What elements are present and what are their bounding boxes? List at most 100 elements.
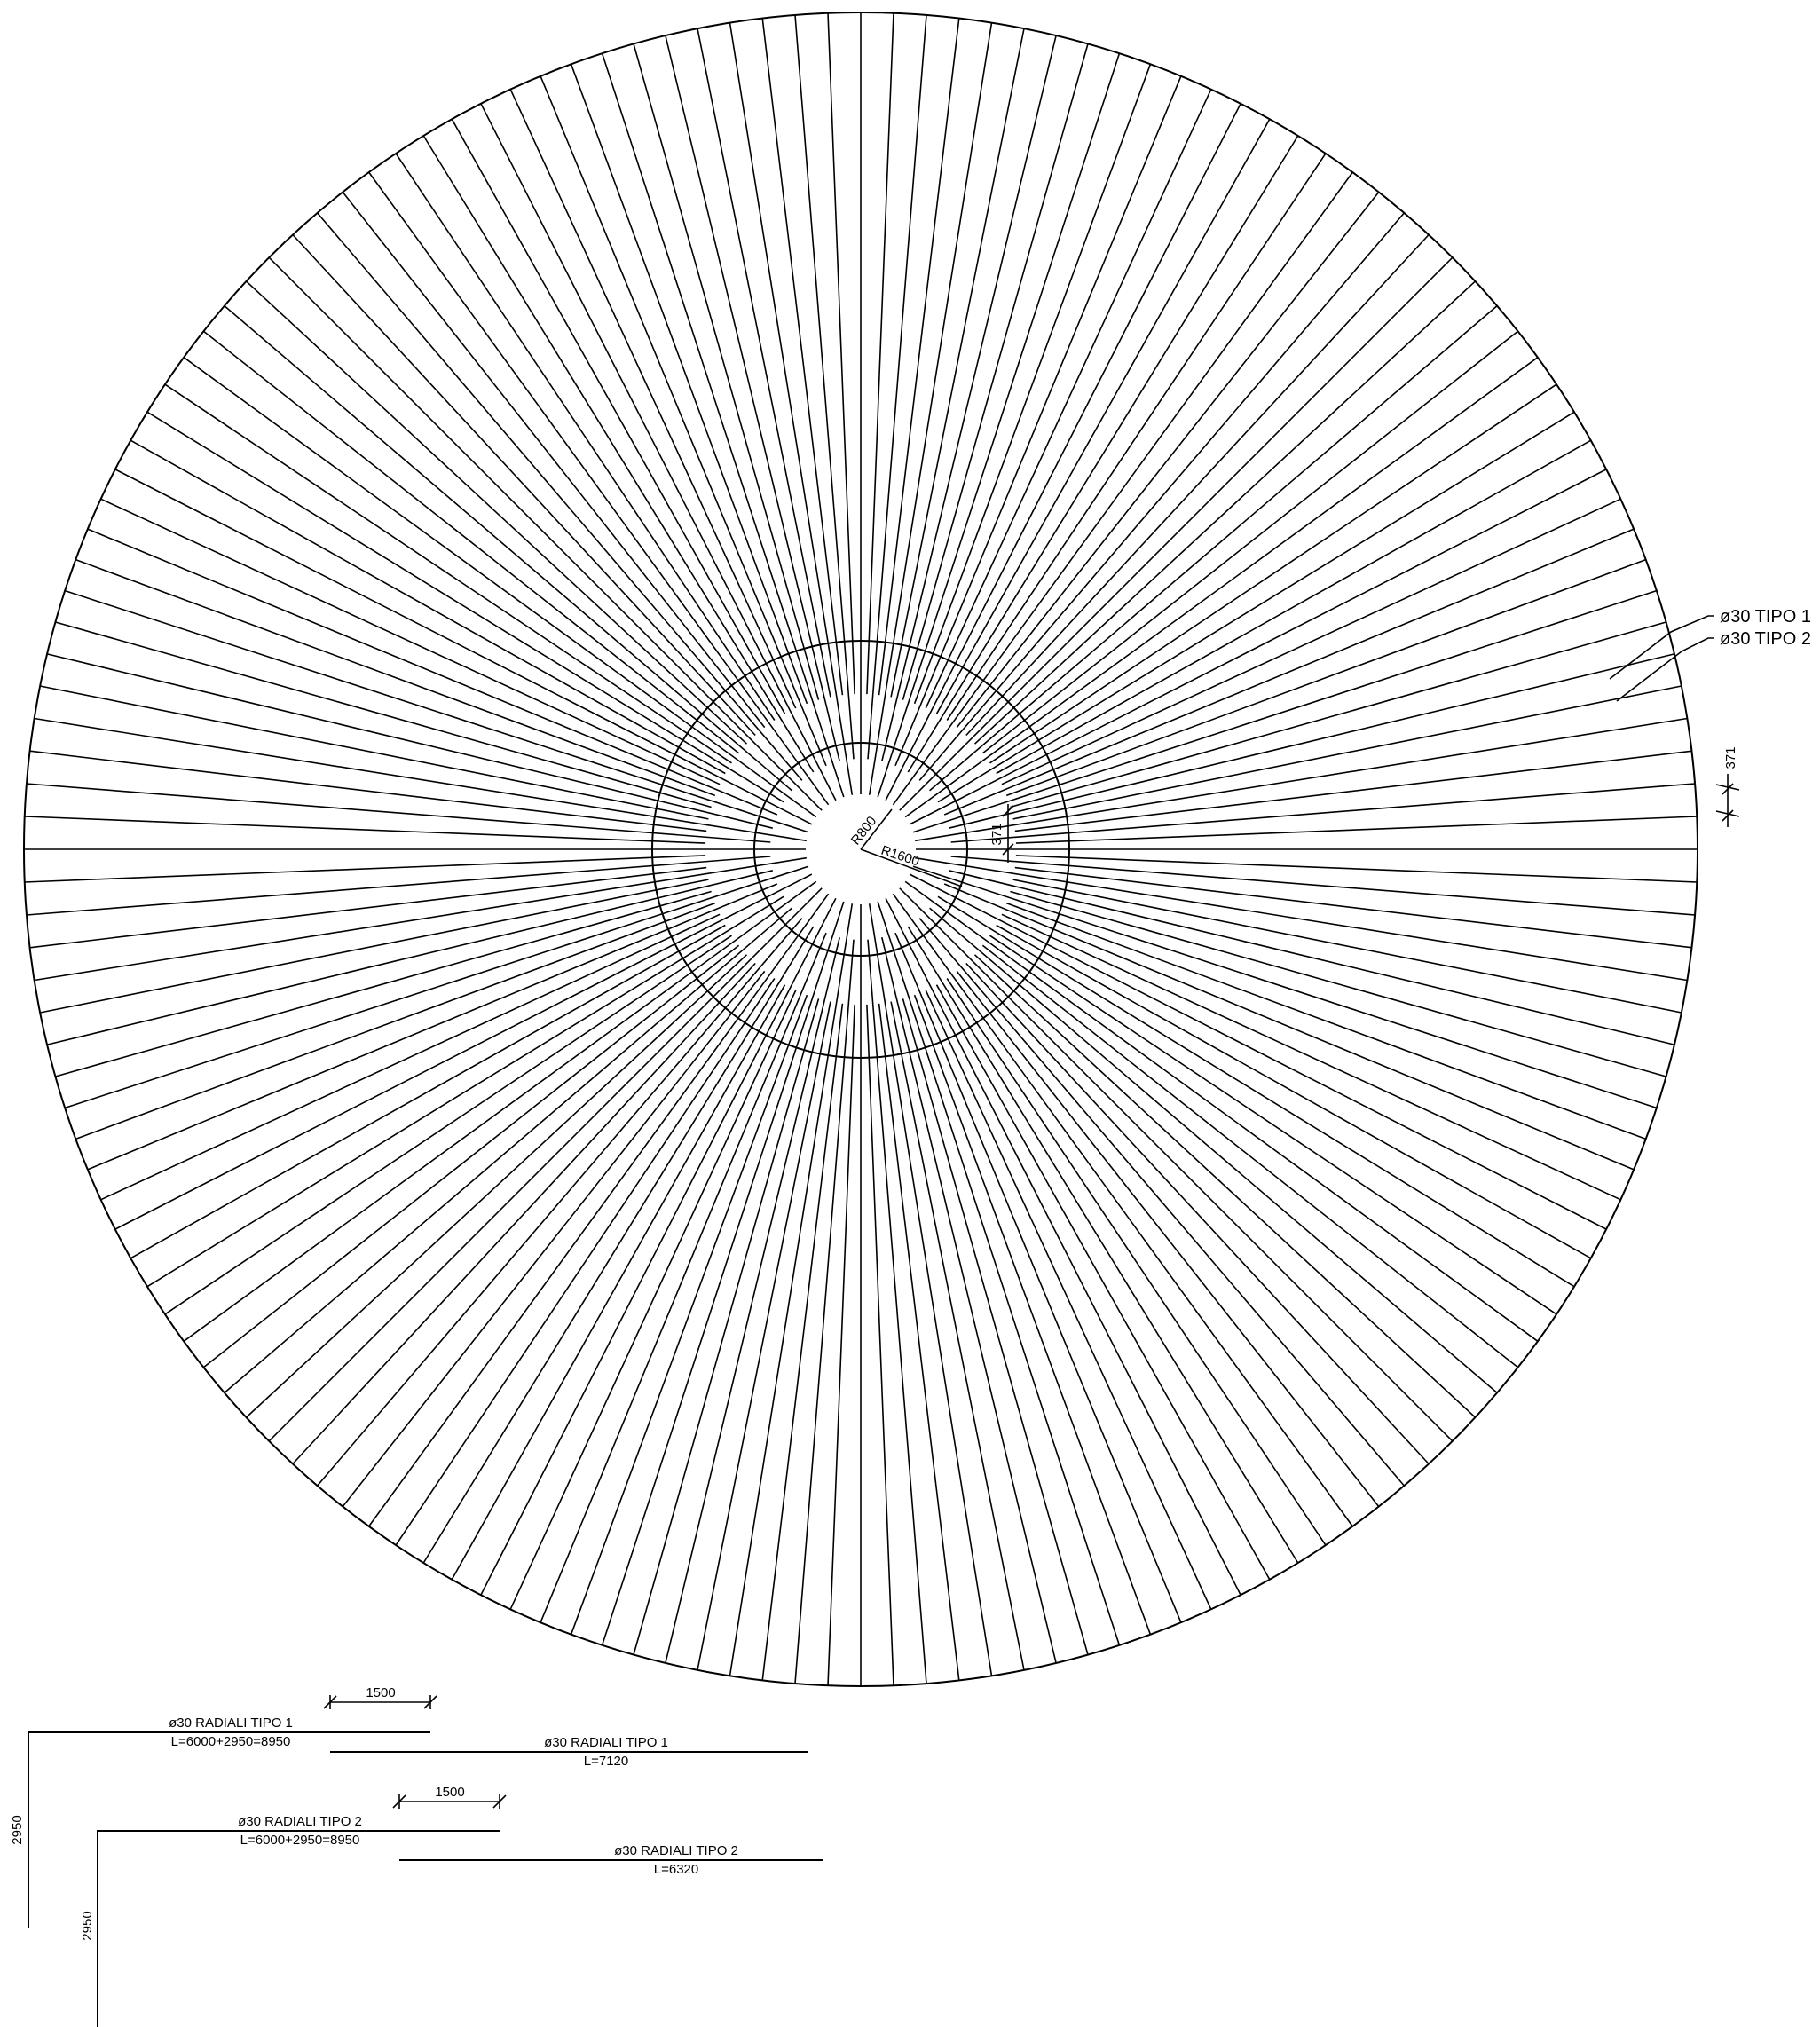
radial-bar (75, 902, 716, 1140)
radial-bar (996, 439, 1592, 775)
radial-bar (451, 118, 786, 714)
radial-bar (899, 887, 1454, 1442)
radial-bar (368, 893, 830, 1527)
radial-bar (87, 883, 778, 1171)
radial-bar (892, 171, 1353, 806)
radial-bar (114, 873, 813, 1230)
radial-bar (1014, 750, 1692, 832)
radial-bar (946, 153, 1327, 721)
radial-bar (146, 411, 784, 803)
radial-bar (885, 103, 1241, 801)
tipo2-bent-title: ø30 RADIALI TIPO 2 (238, 1814, 362, 1829)
radial-bar (894, 932, 1182, 1623)
radial-bar (973, 280, 1477, 745)
radial-bar (761, 1003, 844, 1681)
inner-circle (753, 742, 968, 957)
radial-bar (877, 901, 1121, 1646)
radial-bar (633, 998, 820, 1655)
radial-bar (981, 330, 1519, 754)
radial-bar (913, 64, 1152, 705)
radial-bar (996, 924, 1592, 1259)
radial-bar (292, 962, 756, 1465)
radial-bar (1014, 866, 1692, 949)
radial-bar (899, 256, 1454, 811)
radial-bar (1015, 855, 1698, 883)
tipo2-straight-length: L=6320 (654, 1862, 698, 1877)
radial-bar (633, 43, 820, 700)
radial-bar (925, 89, 1212, 709)
radial-bar (64, 865, 809, 1109)
radial-bar (224, 907, 792, 1394)
radial-bar (224, 304, 792, 792)
radial-bar (183, 357, 817, 818)
radial-bar (918, 918, 1406, 1487)
radial-bar (55, 890, 712, 1077)
tipo2-straight-title: ø30 RADIALI TIPO 2 (614, 1843, 738, 1858)
radial-bar (956, 970, 1380, 1508)
radial-bar (912, 865, 1658, 1109)
radial-bar (268, 256, 823, 811)
radial-bar (965, 962, 1430, 1465)
bar-tipo2-straight: ø30 RADIALI TIPO 2 L=6320 (399, 1843, 823, 1877)
tipo2-bent-length: L=6000+2950=8950 (240, 1833, 360, 1848)
radial-bar (422, 135, 815, 773)
radial-bar (665, 937, 840, 1664)
radial-bar (46, 653, 773, 829)
radial-bar (943, 528, 1635, 816)
radial-bars (24, 12, 1698, 1686)
radial-bar (867, 14, 927, 760)
radial-bar (480, 897, 837, 1596)
inner-spacing-dim: 371 (989, 823, 1005, 845)
radial-bar (904, 357, 1539, 818)
radial-bar (868, 903, 993, 1676)
tipo1-bent-dim-leg: 2950 (10, 1815, 25, 1844)
radial-bar (39, 879, 709, 1014)
radial-bar (1001, 913, 1621, 1201)
radial-bar (867, 939, 927, 1684)
radial-bar (902, 43, 1089, 700)
radial-bar (909, 469, 1607, 825)
radial-bar (509, 990, 797, 1610)
radial-bar (915, 717, 1688, 842)
radial-bar (202, 944, 740, 1368)
radial-bar (540, 75, 827, 767)
radial-bar (729, 903, 854, 1676)
radial-bar (29, 750, 707, 832)
radial-bar (907, 135, 1299, 773)
radial-bar (1005, 558, 1646, 797)
radial-bar (100, 913, 721, 1201)
radial-bar (949, 653, 1675, 829)
callout-leader-tipo1 (1609, 615, 1714, 680)
tipo2-bent-dim-top: 1500 (435, 1785, 464, 1800)
radial-bar (946, 978, 1327, 1546)
radial-bar (965, 233, 1430, 737)
radial-bar (316, 918, 803, 1487)
radial-bar (245, 954, 748, 1418)
radial-bar (913, 994, 1152, 1635)
radius-label-r1600: R1600 (879, 843, 921, 870)
radial-bar (950, 856, 1696, 916)
outer-circle (23, 12, 1698, 1687)
radial-bar (46, 870, 773, 1045)
radial-bar (937, 895, 1575, 1288)
radial-bar (892, 893, 1353, 1527)
radial-bar (866, 12, 894, 695)
radial-bar (34, 717, 807, 842)
radial-bar (130, 439, 726, 775)
radial-bar (794, 14, 855, 760)
callout-leader-tipo2 (1616, 637, 1714, 702)
radial-bar (894, 75, 1182, 767)
radial-plan: R800 R1600 371 ø30 TIPO 1 ø30 TIPO 2 371 (23, 12, 1811, 1687)
radial-bar (164, 935, 732, 1315)
radial-bar (956, 191, 1380, 729)
radial-bar (24, 816, 706, 844)
radial-bar (912, 589, 1658, 833)
tipo1-straight-length: L=7120 (584, 1754, 628, 1769)
radial-bar (878, 18, 960, 696)
bar-tipo1-straight: ø30 RADIALI TIPO 1 L=7120 (330, 1735, 808, 1769)
radial-bar (114, 469, 813, 825)
radial-bar (929, 304, 1498, 792)
radial-bar (570, 64, 808, 705)
radial-bar (480, 103, 837, 801)
radial-bar (34, 856, 807, 982)
